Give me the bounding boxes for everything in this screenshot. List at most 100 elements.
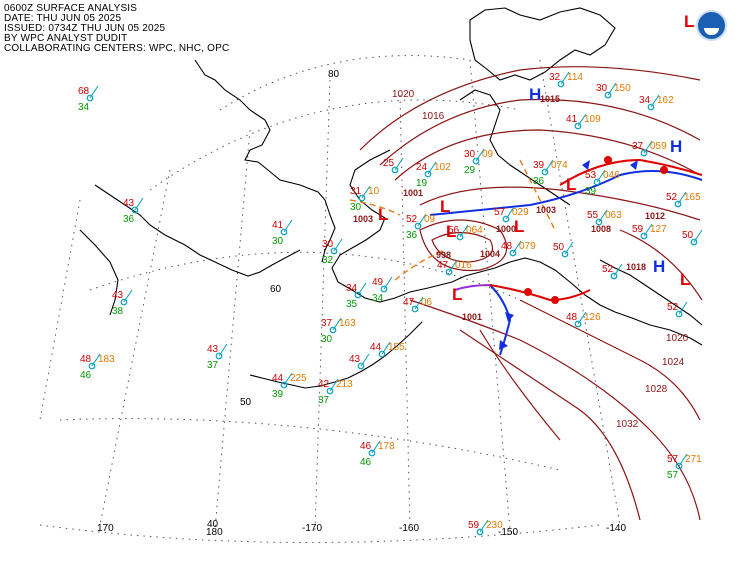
meridian-150w <box>469 59 511 531</box>
station-circle <box>476 528 484 536</box>
station-temperature: 68 <box>78 86 90 97</box>
wind-barb <box>361 185 371 199</box>
station-dewpoint: 37 <box>318 395 330 406</box>
graticule-labels: 80 60 50 40 170 180 -170 -160 -150 -140 <box>97 69 626 538</box>
station-plot: 24 19 102 <box>416 161 451 189</box>
station-pressure: 059 <box>650 141 667 152</box>
station-circle <box>604 91 612 99</box>
station-plot: 32 114 <box>549 71 583 88</box>
station-circle <box>368 449 376 457</box>
isobar-outer-4 <box>479 329 561 441</box>
station-pressure: 183 <box>98 354 115 365</box>
station-plots: 6834413043364338484618343374439225423721… <box>78 71 703 536</box>
station-pressure: 06 <box>421 297 433 308</box>
wind-barb <box>123 289 133 303</box>
graticule <box>39 55 621 543</box>
station-pressure: 178 <box>378 441 395 452</box>
station-pressure: 127 <box>650 224 667 235</box>
station-temperature: 52 <box>602 264 614 275</box>
station-circle <box>647 103 655 111</box>
low-center-value: 1004 <box>480 249 500 259</box>
troughs <box>349 159 556 281</box>
station-circle <box>574 122 582 130</box>
lat-label-60: 60 <box>270 284 282 295</box>
warm-front-south <box>489 284 591 302</box>
lat-circle-50 <box>59 418 561 471</box>
station-temperature: 56 <box>448 225 460 236</box>
station-plot: 43 <box>349 353 370 370</box>
header-date: DATE: THU JUN 05 2025 <box>4 13 122 24</box>
lon-label-neg140: -140 <box>606 523 626 534</box>
low-center-value: 1001 <box>403 188 423 198</box>
station-dewpoint: 46 <box>80 370 92 381</box>
station-circle <box>215 352 223 360</box>
low-center-letter: L <box>378 205 388 224</box>
aleutian-islands <box>249 321 423 389</box>
station-circle <box>86 94 94 102</box>
meridian-140w <box>539 59 621 526</box>
wind-barb <box>650 94 660 108</box>
station-temperature: 43 <box>123 198 135 209</box>
station-circle <box>357 362 365 370</box>
canada-archipelago <box>469 7 616 81</box>
station-dewpoint: 19 <box>416 178 428 189</box>
low-center-value: 1000 <box>496 224 516 234</box>
wind-barb <box>329 378 339 392</box>
high-center-value: 1015 <box>540 94 560 104</box>
warm-front-bump <box>551 296 559 304</box>
wind-barb <box>332 317 342 331</box>
station-circle <box>330 247 338 255</box>
pressure-centers: L H 1015 H L 1001 L 1003 L 1003 L 998 L … <box>353 12 694 322</box>
station-temperature: 43 <box>349 354 361 365</box>
station-plot: 52 165 <box>666 191 701 208</box>
station-pressure: 074 <box>551 160 568 171</box>
station-pressure: 213 <box>336 379 353 390</box>
station-circle <box>574 320 582 328</box>
station-circle <box>502 215 510 223</box>
wind-barb <box>91 353 101 367</box>
station-plot: 55 063 <box>587 209 622 226</box>
station-dewpoint: 36 <box>123 214 135 225</box>
isobar-1016 <box>379 98 701 166</box>
lon-label-180: 180 <box>206 527 223 538</box>
station-temperature: 48 <box>501 241 513 252</box>
wind-barb <box>89 85 99 99</box>
wind-barb <box>613 263 623 277</box>
low-center-letter: L <box>684 12 694 31</box>
station-plot: 31 30 10 <box>350 185 380 213</box>
low-center-letter: L <box>680 270 690 289</box>
station-temperature: 57 <box>494 207 506 218</box>
station-dewpoint: 46 <box>360 457 372 468</box>
meridian-160e <box>39 199 81 421</box>
wind-barb <box>505 206 515 220</box>
low-center-value: 1003 <box>353 214 373 224</box>
wind-barb <box>360 353 370 367</box>
station-plot: 39 36 074 <box>533 159 568 187</box>
meridian-160w <box>399 94 411 531</box>
station-circle <box>610 272 618 280</box>
station-plot: 46 46 178 <box>360 440 395 468</box>
wind-barb <box>448 259 458 273</box>
wind-barb <box>357 282 367 296</box>
station-circle <box>391 166 399 174</box>
station-circle <box>690 238 698 246</box>
wind-barb <box>643 223 653 237</box>
station-circle <box>326 387 334 395</box>
alaska-west-coast <box>331 149 411 303</box>
station-circle <box>329 326 337 334</box>
wind-barb <box>134 197 144 211</box>
lon-label-neg170: -170 <box>302 523 322 534</box>
station-temperature: 43 <box>207 344 219 355</box>
bc-coast <box>599 259 703 326</box>
station-plot: 52 <box>667 301 688 318</box>
wind-barb <box>394 157 404 171</box>
meridian-170w <box>314 79 331 531</box>
meridian-180 <box>214 129 251 531</box>
station-pressure: 09 <box>482 149 494 160</box>
fronts <box>429 156 703 356</box>
station-dewpoint: 29 <box>464 165 476 176</box>
wind-barb <box>475 148 485 162</box>
station-plot: 44 155 <box>370 341 405 358</box>
